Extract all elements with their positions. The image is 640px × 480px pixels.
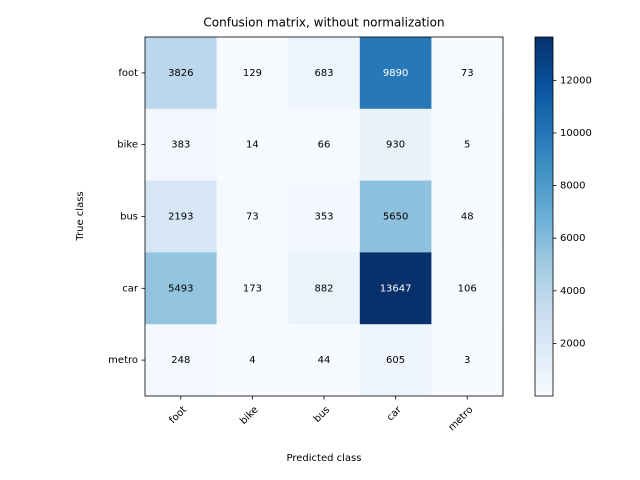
cell-value-label: 48	[461, 212, 474, 223]
x-tick-label: foot	[167, 404, 189, 426]
cell-value-label: 66	[318, 140, 331, 151]
chart-title: Confusion matrix, without normalization	[203, 16, 444, 30]
heatmap-cell	[145, 37, 218, 110]
heatmap-cell	[288, 37, 361, 110]
heatmap-cell	[288, 324, 361, 397]
x-tick-label: metro	[447, 404, 476, 433]
heatmap-cell	[359, 252, 432, 325]
cell-value-label: 882	[314, 283, 333, 294]
colorbar-tick-label: 8000	[560, 181, 585, 192]
heatmap-cell	[288, 108, 361, 182]
x-axis-label: Predicted class	[287, 453, 362, 464]
cell-value-label: 13647	[380, 283, 412, 294]
heatmap-cell	[359, 108, 432, 182]
colorbar-tick-label: 12000	[560, 75, 592, 86]
cell-value-label: 383	[171, 140, 190, 151]
heatmap-cell	[145, 180, 218, 253]
heatmap-cell	[359, 37, 432, 110]
heatmap-cell	[288, 180, 361, 253]
colorbar	[534, 36, 554, 397]
heatmap-cell	[145, 252, 218, 325]
heatmap-cell	[431, 37, 504, 110]
cell-value-label: 5493	[168, 283, 193, 294]
y-tick-label: foot	[118, 68, 138, 79]
colorbar-tick-label: 10000	[560, 128, 592, 139]
heatmap-cell	[145, 108, 218, 182]
cell-value-label: 4	[249, 355, 255, 366]
cell-value-label: 5	[464, 140, 470, 151]
cell-value-label: 3826	[168, 68, 193, 79]
cell-value-label: 5650	[383, 212, 408, 223]
cell-value-label: 129	[243, 68, 262, 79]
cell-value-label: 683	[314, 68, 333, 79]
heatmap-cell	[216, 180, 289, 253]
heatmap-cell	[359, 180, 432, 253]
x-tick-label: bike	[238, 404, 260, 426]
heatmap-cell	[216, 252, 289, 325]
cell-value-label: 930	[386, 140, 405, 151]
cell-value-label: 173	[243, 283, 262, 294]
cell-value-label: 353	[314, 212, 333, 223]
heatmap-cell	[431, 108, 504, 182]
cell-value-label: 14	[246, 140, 259, 151]
heatmap-cell	[145, 324, 218, 397]
heatmap-cell	[288, 252, 361, 325]
y-tick-label: bike	[117, 140, 138, 151]
colorbar-tick-label: 4000	[560, 286, 585, 297]
cell-value-label: 248	[171, 355, 190, 366]
y-tick-label: car	[122, 283, 139, 294]
cell-value-label: 73	[461, 68, 474, 79]
y-tick-label: bus	[120, 212, 138, 223]
heatmap-cell	[359, 324, 432, 397]
colorbar-tick-label: 6000	[560, 233, 585, 244]
heatmap-cell	[216, 37, 289, 110]
cell-value-label: 73	[246, 212, 259, 223]
cell-value-label: 44	[318, 355, 331, 366]
cell-value-label: 2193	[168, 212, 193, 223]
heatmap-cell	[216, 324, 289, 397]
heatmap-cell	[431, 252, 504, 325]
cell-value-label: 605	[386, 355, 405, 366]
x-tick-label: bus	[312, 404, 332, 424]
colorbar-tick-label: 2000	[560, 338, 585, 349]
cell-value-label: 9890	[383, 68, 408, 79]
x-tick-label: car	[385, 404, 405, 424]
y-axis-label: True class	[75, 191, 86, 241]
cell-value-label: 3	[464, 355, 470, 366]
heatmap-cell	[431, 324, 504, 397]
heatmap-cell	[216, 108, 289, 182]
cell-value-label: 106	[458, 283, 477, 294]
y-tick-label: metro	[108, 355, 138, 366]
heatmap-cell	[431, 180, 504, 253]
